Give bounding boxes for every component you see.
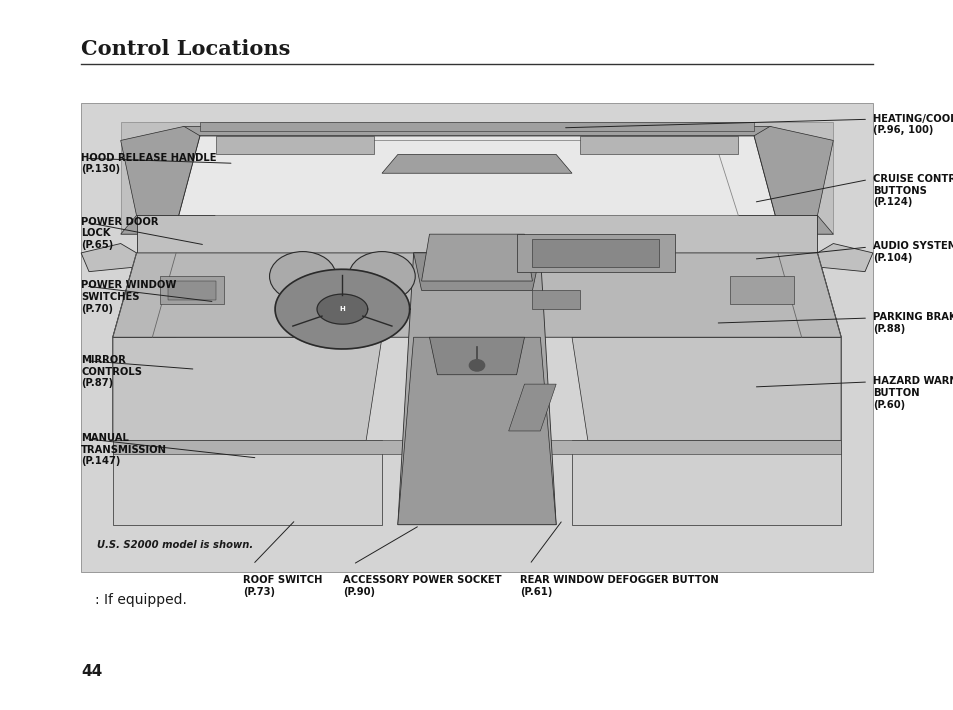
Text: POWER WINDOW
SWITCHES
(P.70): POWER WINDOW SWITCHES (P.70) bbox=[81, 280, 176, 314]
Polygon shape bbox=[414, 253, 539, 290]
Text: HEATING/COOLING  CONTROLS
(P.96, 100): HEATING/COOLING CONTROLS (P.96, 100) bbox=[872, 114, 953, 135]
Text: MANUAL
TRANSMISSION
(P.147): MANUAL TRANSMISSION (P.147) bbox=[81, 433, 167, 466]
Text: CRUISE CONTROL
BUTTONS
(P.124): CRUISE CONTROL BUTTONS (P.124) bbox=[872, 174, 953, 207]
Polygon shape bbox=[572, 337, 841, 440]
Polygon shape bbox=[421, 234, 532, 281]
Text: HAZARD WARNING
BUTTON
(P.60): HAZARD WARNING BUTTON (P.60) bbox=[872, 376, 953, 410]
Text: REAR WINDOW DEFOGGER BUTTON
(P.61): REAR WINDOW DEFOGGER BUTTON (P.61) bbox=[519, 575, 718, 596]
Text: PARKING BRAKE
(P.88): PARKING BRAKE (P.88) bbox=[872, 312, 953, 334]
Bar bbox=[81, 103, 872, 572]
Polygon shape bbox=[579, 136, 738, 155]
Polygon shape bbox=[753, 126, 832, 225]
Polygon shape bbox=[112, 253, 176, 337]
Text: MIRROR
CONTROLS
(P.87): MIRROR CONTROLS (P.87) bbox=[81, 355, 142, 388]
Polygon shape bbox=[777, 253, 841, 337]
Text: H: H bbox=[339, 306, 345, 312]
Polygon shape bbox=[397, 253, 556, 525]
Text: ROOF SWITCH
(P.73): ROOF SWITCH (P.73) bbox=[243, 575, 322, 596]
Text: ACCESSORY POWER SOCKET
(P.90): ACCESSORY POWER SOCKET (P.90) bbox=[343, 575, 501, 596]
Polygon shape bbox=[215, 136, 374, 155]
Text: POWER DOOR
LOCK
(P.65): POWER DOOR LOCK (P.65) bbox=[81, 217, 158, 250]
Text: U.S. S2000 model is shown.: U.S. S2000 model is shown. bbox=[97, 540, 253, 550]
Polygon shape bbox=[112, 253, 841, 337]
Text: AUDIO SYSTEM
(P.104): AUDIO SYSTEM (P.104) bbox=[872, 241, 953, 263]
Polygon shape bbox=[730, 276, 793, 305]
Polygon shape bbox=[274, 269, 409, 349]
Polygon shape bbox=[120, 121, 832, 234]
Polygon shape bbox=[136, 215, 817, 253]
Circle shape bbox=[349, 251, 415, 301]
Polygon shape bbox=[381, 155, 572, 173]
Polygon shape bbox=[532, 239, 659, 267]
Polygon shape bbox=[532, 290, 579, 309]
Polygon shape bbox=[81, 244, 136, 272]
Polygon shape bbox=[517, 234, 674, 272]
Polygon shape bbox=[777, 215, 832, 234]
Polygon shape bbox=[316, 294, 367, 324]
Text: : If equipped.: : If equipped. bbox=[95, 593, 187, 607]
Polygon shape bbox=[176, 136, 777, 225]
Text: Control Locations: Control Locations bbox=[81, 39, 290, 59]
Text: 44: 44 bbox=[81, 664, 102, 679]
Polygon shape bbox=[120, 215, 176, 234]
Polygon shape bbox=[168, 281, 215, 300]
Polygon shape bbox=[572, 440, 841, 525]
Text: HOOD RELEASE HANDLE
(P.130): HOOD RELEASE HANDLE (P.130) bbox=[81, 153, 216, 174]
Polygon shape bbox=[112, 337, 381, 440]
Polygon shape bbox=[112, 440, 381, 525]
Polygon shape bbox=[397, 337, 556, 525]
Polygon shape bbox=[168, 126, 785, 136]
Polygon shape bbox=[429, 337, 524, 375]
Circle shape bbox=[469, 360, 484, 371]
Polygon shape bbox=[160, 276, 223, 305]
Polygon shape bbox=[817, 244, 872, 272]
Circle shape bbox=[270, 251, 335, 301]
Polygon shape bbox=[112, 440, 841, 454]
Polygon shape bbox=[120, 126, 200, 225]
Polygon shape bbox=[508, 384, 556, 431]
Polygon shape bbox=[200, 121, 753, 131]
